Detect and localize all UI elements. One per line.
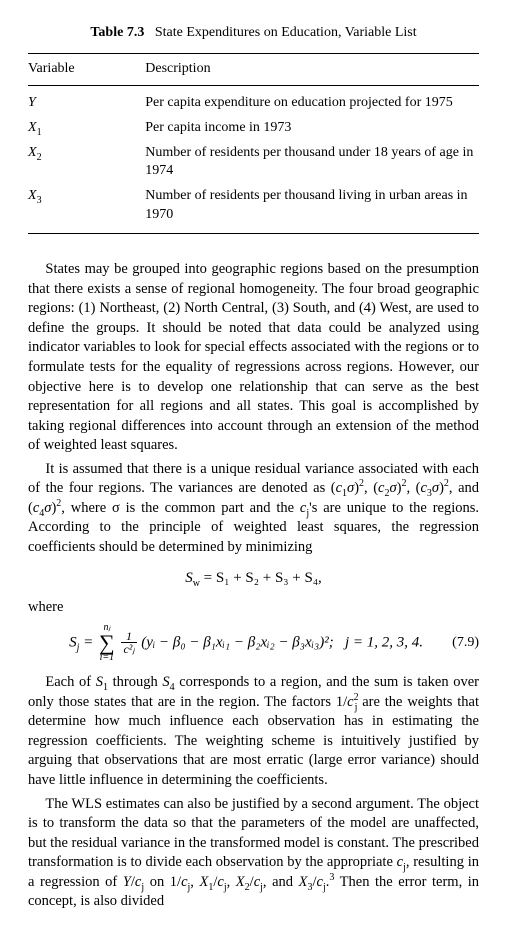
variable-table: Variable Description YPer capita expendi… bbox=[28, 53, 479, 234]
equation-sj: Sj = nⱼ ∑ i=1 1 c²ⱼ (yᵢ − β₀ − β₁xᵢ₁ − β… bbox=[28, 623, 444, 663]
desc-cell: Per capita income in 1973 bbox=[145, 116, 479, 141]
desc-cell: Number of residents per thousand living … bbox=[145, 184, 479, 233]
col-variable: Variable bbox=[28, 53, 145, 85]
table-row: X2Number of residents per thousand under… bbox=[28, 141, 479, 185]
table-row: X1Per capita income in 1973 bbox=[28, 116, 479, 141]
desc-cell: Per capita expenditure on education proj… bbox=[145, 85, 479, 115]
equation-number: (7.9) bbox=[444, 634, 479, 653]
table-row: X3Number of residents per thousand livin… bbox=[28, 184, 479, 233]
equation-sj-row: Sj = nⱼ ∑ i=1 1 c²ⱼ (yᵢ − β₀ − β₁xᵢ₁ − β… bbox=[28, 623, 479, 663]
var-cell: X1 bbox=[28, 116, 145, 141]
paragraph-2: It is assumed that there is a unique res… bbox=[28, 460, 479, 558]
desc-cell: Number of residents per thousand under 1… bbox=[145, 141, 479, 185]
equation-sw: Sw = S₁ + S₂ + S₃ + S₄, bbox=[28, 568, 479, 588]
table-row: YPer capita expenditure on education pro… bbox=[28, 85, 479, 115]
var-cell: X2 bbox=[28, 141, 145, 185]
col-description: Description bbox=[145, 53, 479, 85]
var-cell: Y bbox=[28, 85, 145, 115]
paragraph-4: The WLS estimates can also be justified … bbox=[28, 795, 479, 912]
paragraph-1: States may be grouped into geographic re… bbox=[28, 260, 479, 456]
where-label: where bbox=[28, 598, 479, 618]
paragraph-3: Each of S1 through S4 corresponds to a r… bbox=[28, 673, 479, 790]
table-header-row: Variable Description bbox=[28, 53, 479, 85]
table-number: Table 7.3 bbox=[90, 25, 144, 40]
var-cell: X3 bbox=[28, 184, 145, 233]
table-title: State Expenditures on Education, Variabl… bbox=[155, 25, 417, 40]
table-caption: Table 7.3 State Expenditures on Educatio… bbox=[28, 24, 479, 43]
